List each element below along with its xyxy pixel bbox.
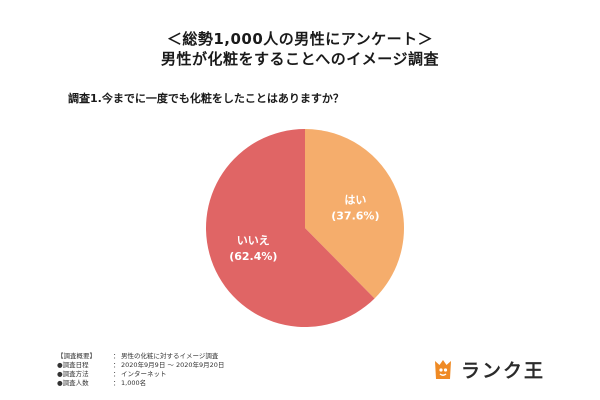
pie-slice-yes [305, 129, 404, 299]
slice-label-yes: はい [344, 193, 366, 206]
logo-wordmark: ランク王 [461, 360, 546, 382]
ranking-king-logo: ランク王 [432, 356, 545, 383]
slice-label-no: いいえ [237, 234, 270, 247]
summary-heading: 【調査概要】 [57, 352, 96, 360]
pie-slice-no [206, 129, 375, 327]
survey-summary: 【調査概要】 ： 男性の化粧に対するイメージ調査 ●調査日程 ： 2020年9月… [57, 352, 224, 388]
summary-key: ●調査方法 [57, 370, 89, 378]
slice-value-no: (62.4%) [229, 250, 277, 263]
summary-separator: ： [113, 361, 120, 369]
summary-separator: ： [113, 370, 120, 378]
survey-question: 調査1.今までに一度でも化粧をしたことはありますか？ [68, 92, 344, 105]
summary-row: ●調査人数 ： 1,000名 [57, 379, 224, 388]
summary-separator: ： [113, 379, 120, 387]
slice-value-yes: (37.6%) [331, 209, 379, 222]
chart-subtitle: 男性が化粧をすることへのイメージ調査 [161, 50, 439, 68]
rank-king-mascot-icon [435, 359, 451, 379]
summary-key: ●調査人数 [57, 379, 89, 387]
summary-heading-row: 【調査概要】 ： 男性の化粧に対するイメージ調査 [57, 352, 224, 361]
summary-separator: ： [113, 352, 120, 360]
summary-value: 1,000名 [121, 379, 147, 387]
summary-heading-value: 男性の化粧に対するイメージ調査 [121, 352, 219, 360]
summary-row: ●調査方法 ： インターネット [57, 370, 224, 379]
summary-key: ●調査日程 [57, 361, 89, 369]
summary-value: インターネット [121, 370, 167, 378]
chart-title: ＜総勢1,000人の男性にアンケート＞ [166, 30, 434, 48]
summary-value: 2020年9月9日 〜 2020年9月20日 [121, 361, 225, 369]
summary-row: ●調査日程 ： 2020年9月9日 〜 2020年9月20日 [57, 361, 224, 370]
